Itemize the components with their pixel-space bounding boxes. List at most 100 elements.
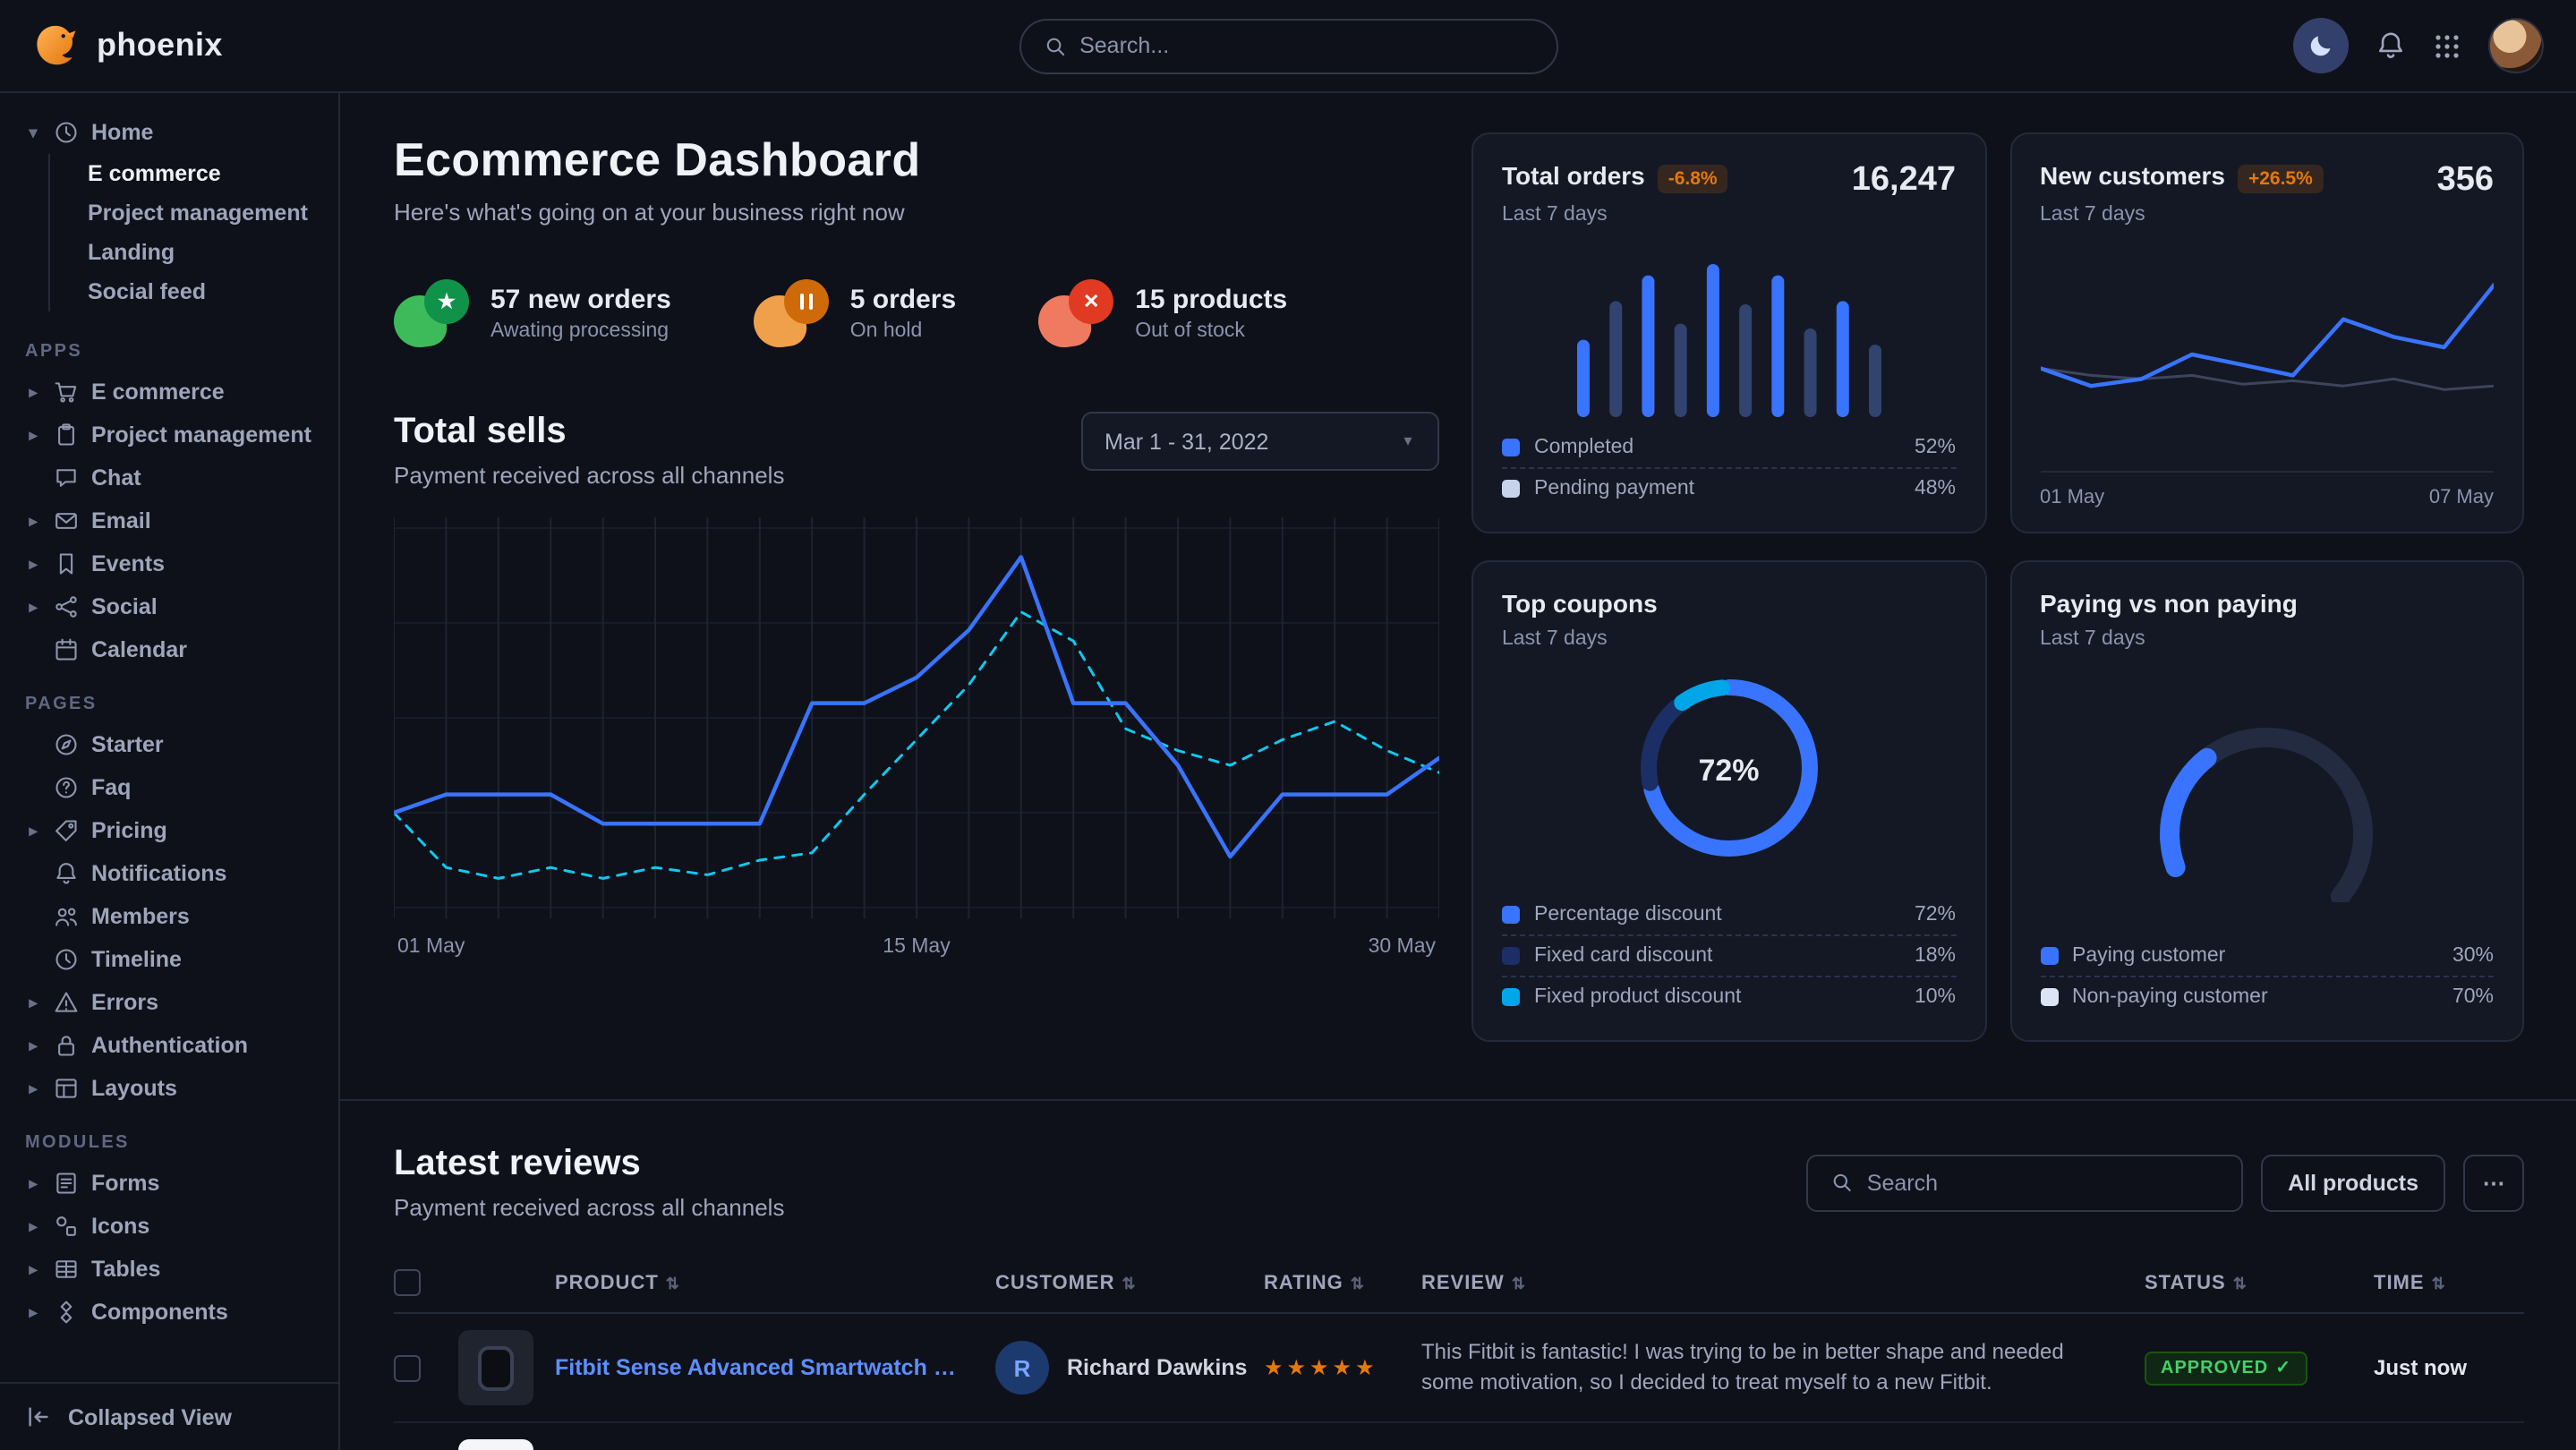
card-new-customers: New customers+26.5% Last 7 days 356 01 M… [2009, 132, 2524, 533]
sidebar-item-landing[interactable]: Landing [50, 233, 338, 272]
layout-icon [54, 1076, 79, 1101]
global-search-input[interactable] [1079, 33, 1532, 58]
sidebar-item-label: Pricing [91, 818, 167, 843]
total-sells-title: Total sells [394, 412, 784, 453]
column-header-status[interactable]: STATUS⇅ [2145, 1272, 2374, 1293]
sidebar-item-label: Notifications [91, 861, 226, 886]
sidebar-item-timeline[interactable]: Timeline [0, 938, 338, 981]
sidebar-item-icons[interactable]: ▸ Icons [0, 1205, 338, 1248]
sidebar-item-errors[interactable]: ▸ Errors [0, 981, 338, 1024]
notifications-button[interactable] [2376, 30, 2406, 61]
card-period: Last 7 days [2040, 204, 2324, 226]
collapsed-view-toggle[interactable]: Collapsed View [0, 1382, 338, 1450]
reviews-search-input[interactable] [1867, 1170, 2218, 1195]
sort-icon: ⇅ [1122, 1274, 1137, 1292]
global-search[interactable] [1019, 18, 1557, 73]
sidebar-item-label: Icons [91, 1214, 149, 1239]
sidebar-item-social[interactable]: ▸ Social [0, 585, 338, 628]
more-options-button[interactable]: ⋯ [2463, 1154, 2524, 1211]
sort-icon: ⇅ [2233, 1274, 2248, 1292]
card-total-orders: Total orders-6.8% Last 7 days 16,247 Com… [1471, 132, 1986, 533]
sidebar-item-pricing[interactable]: ▸ Pricing [0, 809, 338, 852]
sidebar-item-e-commerce[interactable]: E commerce [50, 154, 338, 193]
stat-blob: ★ [394, 279, 469, 347]
sidebar-section-apps: APPS [0, 319, 338, 371]
user-avatar[interactable] [2488, 18, 2544, 73]
sidebar-item-forms[interactable]: ▸ Forms [0, 1162, 338, 1205]
sort-icon: ⇅ [1351, 1274, 1365, 1292]
rating-stars: ★★★★★ [1264, 1355, 1421, 1380]
column-header-customer[interactable]: CUSTOMER⇅ [995, 1272, 1264, 1293]
sidebar-item-label: Authentication [91, 1033, 248, 1058]
sidebar-section-modules: MODULES [0, 1110, 338, 1162]
sidebar-item-label: Tables [91, 1257, 160, 1282]
column-header-rating[interactable]: RATING⇅ [1264, 1272, 1421, 1293]
sidebar-item-notifications[interactable]: Notifications [0, 852, 338, 895]
all-products-button[interactable]: All products [2261, 1154, 2445, 1211]
legend-label: Paying customer [2072, 945, 2225, 967]
sidebar-item-members[interactable]: Members [0, 895, 338, 938]
stat-value: 15 products [1135, 285, 1287, 315]
total-sells-chart: 01 May 15 May 30 May [394, 517, 1439, 958]
sidebar-item-label: Calendar [91, 637, 187, 662]
sidebar-item-ecommerce-app[interactable]: ▸ E commerce [0, 371, 338, 414]
column-header-review[interactable]: REVIEW⇅ [1421, 1272, 2145, 1293]
card-title: Total orders [1502, 161, 1645, 190]
sidebar-item-calendar[interactable]: Calendar [0, 628, 338, 671]
row-checkbox[interactable] [394, 1354, 421, 1381]
status-badge: APPROVED✓ [2145, 1351, 2307, 1385]
stat-out-of-stock: ✕ 15 products Out of stock [1038, 279, 1287, 347]
theme-toggle-button[interactable] [2293, 18, 2349, 73]
date-range-value: Mar 1 - 31, 2022 [1105, 429, 1268, 454]
sidebar-item-starter[interactable]: Starter [0, 723, 338, 766]
sidebar-item-tables[interactable]: ▸ Tables [0, 1248, 338, 1291]
card-value: 16,247 [1852, 161, 1956, 200]
card-period: Last 7 days [1502, 628, 1658, 650]
calendar-icon [54, 637, 79, 662]
clock-icon [54, 947, 79, 972]
sidebar-item-components[interactable]: ▸ Components [0, 1291, 338, 1334]
chat-icon [54, 465, 79, 490]
sidebar-item-email[interactable]: ▸ Email [0, 499, 338, 542]
page-title: Ecommerce Dashboard [394, 132, 1439, 188]
date-range-select[interactable]: Mar 1 - 31, 2022 ▾ [1081, 412, 1439, 471]
compass-icon [54, 732, 79, 757]
sidebar-item-project-management[interactable]: Project management [50, 193, 338, 233]
sidebar-item-social-feed[interactable]: Social feed [50, 272, 338, 311]
users-icon [54, 904, 79, 929]
sidebar: ▾ Home E commerce Project management Lan… [0, 93, 340, 1450]
column-header-time[interactable]: TIME⇅ [2374, 1272, 2524, 1293]
main-content: Ecommerce Dashboard Here's what's going … [340, 93, 2576, 1450]
stat-caption: Out of stock [1135, 320, 1287, 342]
chevron-right-icon: ▸ [25, 382, 41, 402]
apps-menu-button[interactable] [2433, 31, 2461, 60]
sidebar-item-home[interactable]: ▾ Home [0, 111, 338, 154]
chevron-right-icon: ▸ [25, 425, 41, 445]
share-icon [54, 594, 79, 619]
sidebar-item-label: E commerce [91, 380, 225, 405]
legend-value: 72% [1915, 904, 1956, 925]
sidebar-item-chat[interactable]: Chat [0, 456, 338, 499]
column-header-product[interactable]: PRODUCT⇅ [458, 1272, 995, 1293]
legend-swatch [2040, 988, 2058, 1006]
warning-icon [54, 990, 79, 1015]
latest-reviews-section: Latest reviews Payment received across a… [340, 1101, 2576, 1450]
select-all-checkbox[interactable] [394, 1269, 421, 1296]
legend-value: 30% [2452, 945, 2494, 967]
chevron-right-icon: ▸ [25, 1216, 41, 1236]
product-link[interactable]: Fitbit Sense Advanced Smartwatch with To… [555, 1355, 970, 1380]
legend: Percentage discount 72% Fixed card disco… [1502, 895, 1956, 1017]
sidebar-item-label: Starter [91, 732, 164, 757]
stat-value: 57 new orders [490, 285, 671, 315]
sidebar-item-project-management-app[interactable]: ▸ Project management [0, 414, 338, 456]
sidebar-item-layouts[interactable]: ▸ Layouts [0, 1067, 338, 1110]
chevron-right-icon: ▸ [25, 1173, 41, 1193]
sidebar-item-faq[interactable]: Faq [0, 766, 338, 809]
reviews-search[interactable] [1806, 1154, 2243, 1211]
sidebar-item-label: Chat [91, 465, 141, 490]
sidebar-item-events[interactable]: ▸ Events [0, 542, 338, 585]
brand[interactable]: phoenix [32, 21, 223, 70]
time-cell: Just now [2374, 1355, 2524, 1380]
top-coupons-donut-chart: 72% [1622, 661, 1837, 881]
sidebar-item-authentication[interactable]: ▸ Authentication [0, 1024, 338, 1067]
